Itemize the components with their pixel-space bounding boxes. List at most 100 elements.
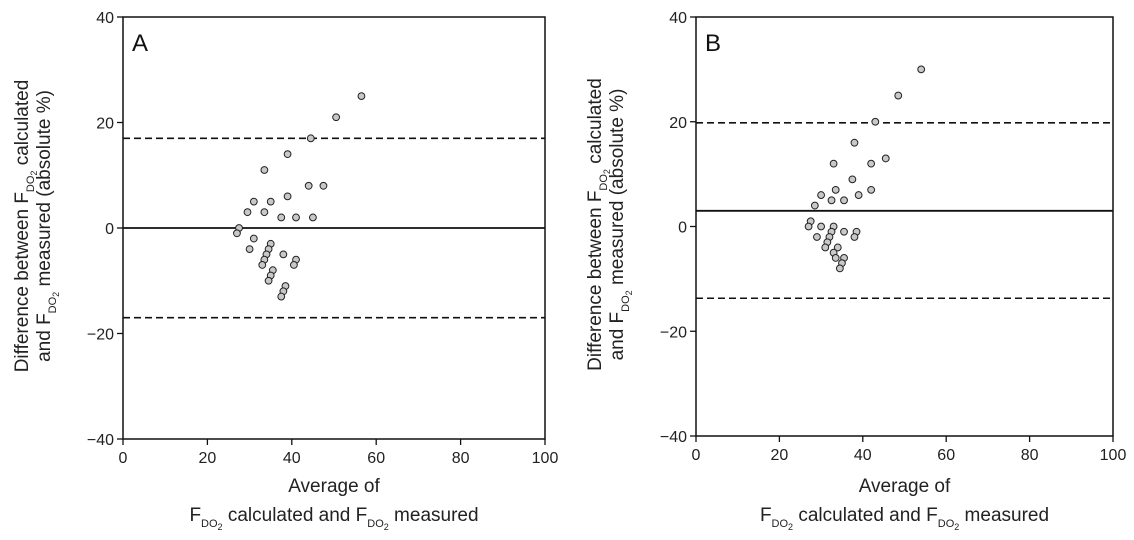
x-label-text: measured xyxy=(959,505,1049,526)
x-tick-label: 60 xyxy=(367,450,385,467)
y-axis-label-line1: Difference between FDO2 calculated xyxy=(585,78,612,371)
data-point xyxy=(917,65,926,74)
x-label-subsubscript: 2 xyxy=(788,522,793,532)
x-label-text: F xyxy=(189,505,201,526)
y-tick-label: −40 xyxy=(660,429,687,446)
data-point xyxy=(840,196,848,205)
y-label-text: and F xyxy=(607,312,628,361)
y-tick-label: 40 xyxy=(669,10,687,27)
y-label-text: measured (absolute %) xyxy=(607,89,628,291)
x-label-text: measured xyxy=(389,505,479,526)
data-point xyxy=(277,213,286,222)
y-label-subsubscript: 2 xyxy=(29,171,39,176)
y-tick-label: −20 xyxy=(660,324,687,341)
data-point xyxy=(332,113,341,122)
plot-frame xyxy=(695,16,1114,437)
x-label-subscript: DO xyxy=(772,518,789,530)
data-point xyxy=(290,261,298,269)
y-tick-label: 20 xyxy=(669,115,687,132)
data-point xyxy=(848,175,857,184)
y-label-subsubscript: 2 xyxy=(624,290,634,295)
data-point xyxy=(840,227,848,236)
data-point xyxy=(881,154,890,163)
data-point xyxy=(850,138,859,147)
data-point xyxy=(850,233,859,241)
data-point xyxy=(827,196,836,205)
y-label-subscript: DO xyxy=(598,174,610,191)
data-point xyxy=(817,191,825,199)
data-point xyxy=(835,264,844,273)
data-point xyxy=(810,201,819,210)
data-point xyxy=(292,213,300,222)
x-label-subsubscript: 2 xyxy=(954,522,959,532)
data-point xyxy=(871,117,880,126)
data-point xyxy=(283,192,292,201)
data-point xyxy=(821,243,830,252)
y-label-text: Difference between F xyxy=(12,192,33,372)
data-point xyxy=(831,185,840,194)
y-label-text: Difference between F xyxy=(585,191,606,371)
data-point xyxy=(831,254,840,262)
y-axis-label-line1: Difference between FDO2 calculated xyxy=(12,80,39,373)
y-tick-label: 40 xyxy=(96,10,114,27)
x-tick-label: 40 xyxy=(283,450,301,467)
data-point xyxy=(894,91,903,100)
x-label-text: calculated and F xyxy=(793,505,938,526)
y-label-subscript: DO xyxy=(25,175,37,192)
x-tick-label: 100 xyxy=(1100,447,1127,464)
x-label-subsubscript: 2 xyxy=(218,522,223,532)
y-tick-label: −20 xyxy=(87,327,114,344)
y-label-subscript: DO xyxy=(620,295,632,312)
x-axis-label-line2: FDO2 calculated and FDO2 measured xyxy=(760,505,1049,532)
data-point xyxy=(304,181,313,190)
y-tick-label: 0 xyxy=(105,221,114,238)
data-point xyxy=(279,250,288,259)
y-label-subsubscript: 2 xyxy=(602,169,612,174)
data-point xyxy=(260,208,269,217)
y-axis-label-line2: and FDO2 measured (absolute %) xyxy=(34,90,61,362)
data-point xyxy=(233,229,241,238)
data-point xyxy=(243,208,252,217)
data-point xyxy=(804,222,813,231)
y-label-text: calculated xyxy=(585,78,606,169)
data-point xyxy=(817,222,825,231)
x-tick-label: 0 xyxy=(119,450,128,467)
y-tick-label: 20 xyxy=(96,116,114,133)
data-point xyxy=(829,159,838,168)
x-label-text: calculated and F xyxy=(223,505,368,526)
x-tick-label: 20 xyxy=(199,450,217,467)
x-axis-label-line2: FDO2 calculated and FDO2 measured xyxy=(189,505,478,532)
data-point xyxy=(306,134,315,143)
x-tick-label: 40 xyxy=(854,447,872,464)
panel-label: A xyxy=(132,30,148,57)
x-tick-label: 80 xyxy=(1021,447,1039,464)
data-point xyxy=(277,292,286,301)
y-tick-label: 0 xyxy=(678,220,687,237)
data-point xyxy=(266,197,275,206)
x-axis-label-line1: Average of xyxy=(288,476,380,497)
data-point xyxy=(249,197,258,206)
y-label-subsubscript: 2 xyxy=(51,292,61,297)
x-axis-label-line1: Average of xyxy=(859,476,951,497)
x-label-subscript: DO xyxy=(367,518,384,530)
x-label-subscript: DO xyxy=(938,518,955,530)
data-point xyxy=(283,150,292,159)
y-label-text: measured (absolute %) xyxy=(34,90,55,292)
data-point xyxy=(309,213,317,222)
data-point xyxy=(245,245,254,254)
x-label-text: F xyxy=(760,505,772,526)
x-tick-label: 80 xyxy=(452,450,470,467)
x-tick-label: 20 xyxy=(771,447,789,464)
y-tick-label: −40 xyxy=(87,432,114,449)
x-label-subscript: DO xyxy=(201,518,218,530)
data-point xyxy=(833,243,842,252)
x-label-subsubscript: 2 xyxy=(384,522,389,532)
x-tick-label: 0 xyxy=(692,447,701,464)
y-label-subscript: DO xyxy=(47,296,59,313)
y-label-text: and F xyxy=(34,313,55,362)
data-point xyxy=(260,166,269,174)
data-point xyxy=(854,191,863,199)
